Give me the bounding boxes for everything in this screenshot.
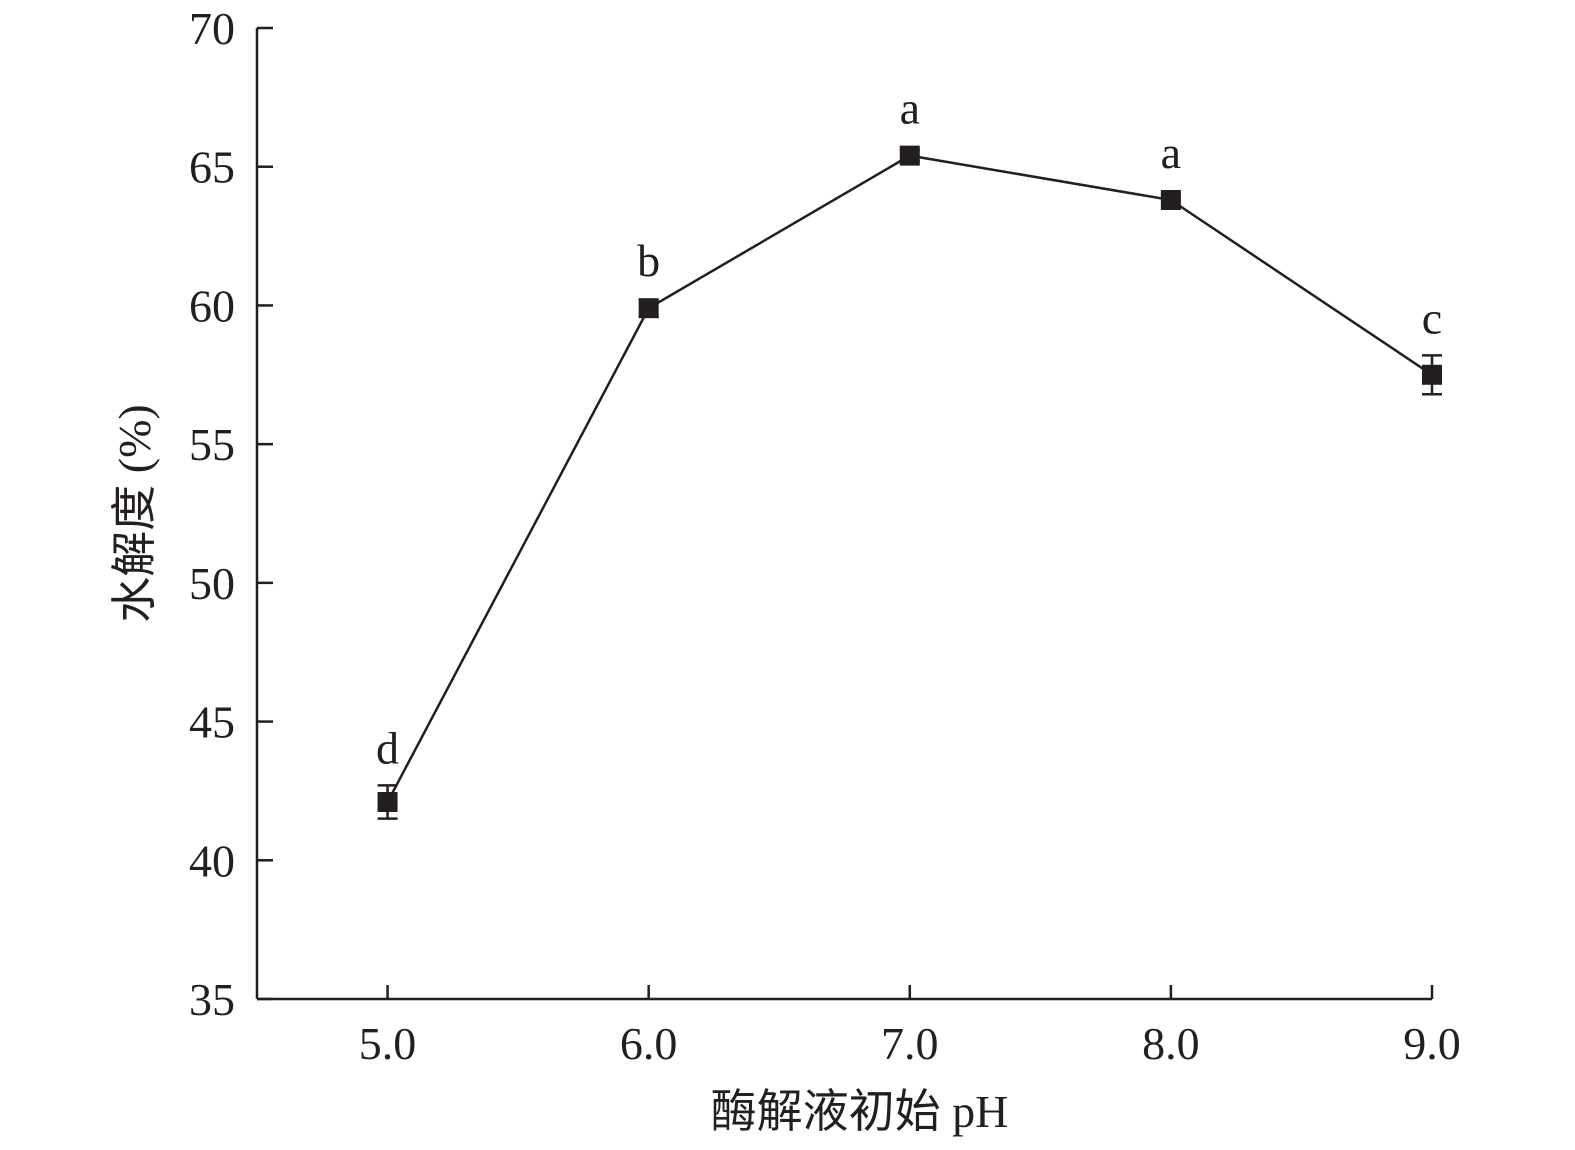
x-axis-title: 酶解液初始 pH [711,1086,1009,1137]
y-axis-title: 水解度 (%) [109,404,160,622]
data-point [1422,364,1442,385]
data-point [377,792,398,813]
significance-label: a [1161,127,1181,178]
x-tick-label: 7.0 [881,1018,939,1069]
y-tick-label: 55 [189,419,235,470]
series-group: d b a a c [376,83,1442,820]
series-line [386,154,1433,803]
data-point [1160,190,1181,211]
x-tick-label: 5.0 [359,1018,417,1069]
significance-label: c [1422,292,1442,343]
axes [255,28,1432,1001]
significance-label: d [376,722,399,773]
significance-label: b [637,235,660,286]
y-tick-label: 60 [189,280,235,331]
y-tick-label: 45 [189,697,235,748]
y-ticks: 35 40 45 50 55 60 65 70 [189,3,273,1025]
x-ticks: 5.0 6.0 7.0 8.0 9.0 [359,985,1461,1069]
x-tick-label: 6.0 [620,1018,678,1069]
y-tick-label: 40 [189,835,235,886]
x-tick-label: 8.0 [1142,1018,1200,1069]
y-tick-label: 65 [189,142,235,193]
data-point [638,298,659,319]
significance-label: a [900,83,920,134]
y-tick-label: 35 [189,974,235,1025]
data-point [899,145,920,166]
x-tick-label: 9.0 [1403,1018,1461,1069]
y-tick-label: 70 [189,3,235,54]
y-tick-label: 50 [189,558,235,609]
